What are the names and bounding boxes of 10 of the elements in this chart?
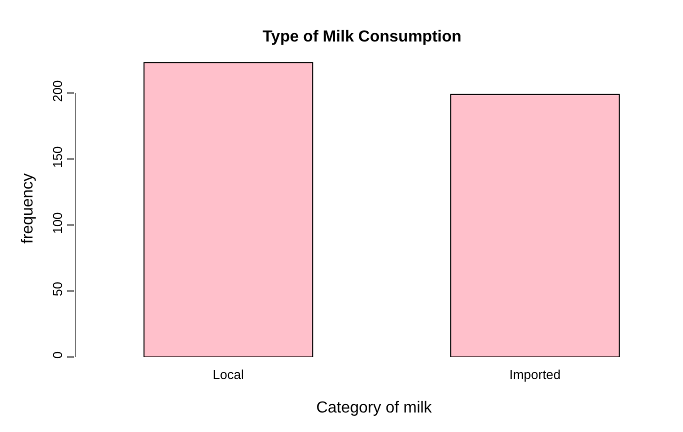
y-tick-label: 0 — [50, 351, 65, 359]
y-tick-label: 200 — [50, 80, 65, 102]
x-tick-label: Local — [212, 367, 244, 382]
y-tick-label: 150 — [50, 146, 65, 168]
x-tick-label: Imported — [509, 367, 561, 382]
x-axis-title: Category of milk — [316, 400, 433, 417]
y-tick-label: 50 — [50, 282, 65, 296]
chart-title: Type of Milk Consumption — [262, 28, 462, 46]
y-axis-title: frequency — [20, 173, 37, 244]
y-tick-label: 100 — [50, 212, 65, 234]
